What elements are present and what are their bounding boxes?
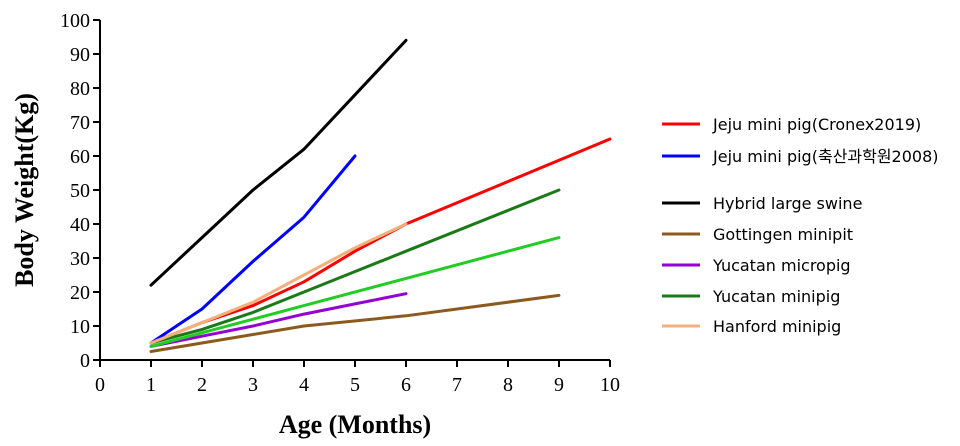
series-line-yucatan-micropig	[149, 292, 408, 348]
x-tick-label: 2	[197, 374, 207, 396]
x-tick-label: 9	[554, 374, 564, 396]
y-tick-label: 10	[70, 316, 90, 338]
y-tick-label: 30	[70, 248, 90, 270]
series-line-hybrid-large-swine	[149, 38, 408, 287]
x-tick-label: 0	[95, 374, 105, 396]
legend: Jeju mini pig(Cronex2019) Jeju mini pig(축…	[662, 115, 939, 336]
y-tick-label: 20	[70, 282, 90, 304]
x-tick-label: 1	[146, 374, 156, 396]
y-axis-title: Body Weight(Kg)	[10, 93, 39, 287]
plot-area	[149, 38, 612, 353]
axes: 0 10 20 30 40 50 60 70 80 90 100 0 1 2 3 4 5 6 7 8 9 10	[60, 10, 620, 396]
y-tick-label: 100	[60, 10, 90, 32]
x-axis-title: Age (Months)	[279, 410, 431, 439]
y-tick-label: 90	[70, 44, 90, 66]
series-line-hanford-minipig	[149, 222, 408, 345]
series-line-green-series	[149, 236, 561, 348]
x-tick-label: 4	[299, 374, 309, 396]
legend-label: Jeju mini pig(Cronex2019)	[712, 115, 921, 134]
y-tick-label: 0	[80, 350, 90, 372]
legend-label: Jeju mini pig(축산과학원2008)	[712, 147, 939, 166]
y-tick-label: 40	[70, 214, 90, 236]
series-line-gottingen-minipit	[149, 293, 561, 353]
x-tick-label: 10	[600, 374, 620, 396]
series-line-jeju-mini-pig-2008	[149, 154, 357, 345]
x-tick-label: 8	[503, 374, 513, 396]
x-tick-label: 6	[401, 374, 411, 396]
legend-label: Hanford minipig	[713, 317, 841, 336]
legend-label: Yucatan micropig	[712, 256, 851, 275]
series-line-yucatan-minipig	[149, 188, 561, 345]
x-tick-label: 5	[350, 374, 360, 396]
x-tick-label: 7	[452, 374, 462, 396]
legend-label: Hybrid large swine	[713, 194, 862, 213]
legend-label: Yucatan minipig	[712, 287, 840, 306]
legend-label: Gottingen minipit	[713, 225, 853, 244]
y-tick-label: 50	[70, 180, 90, 202]
y-tick-label: 80	[70, 78, 90, 100]
y-tick-label: 70	[70, 112, 90, 134]
y-tick-label: 60	[70, 146, 90, 168]
x-tick-label: 3	[248, 374, 258, 396]
